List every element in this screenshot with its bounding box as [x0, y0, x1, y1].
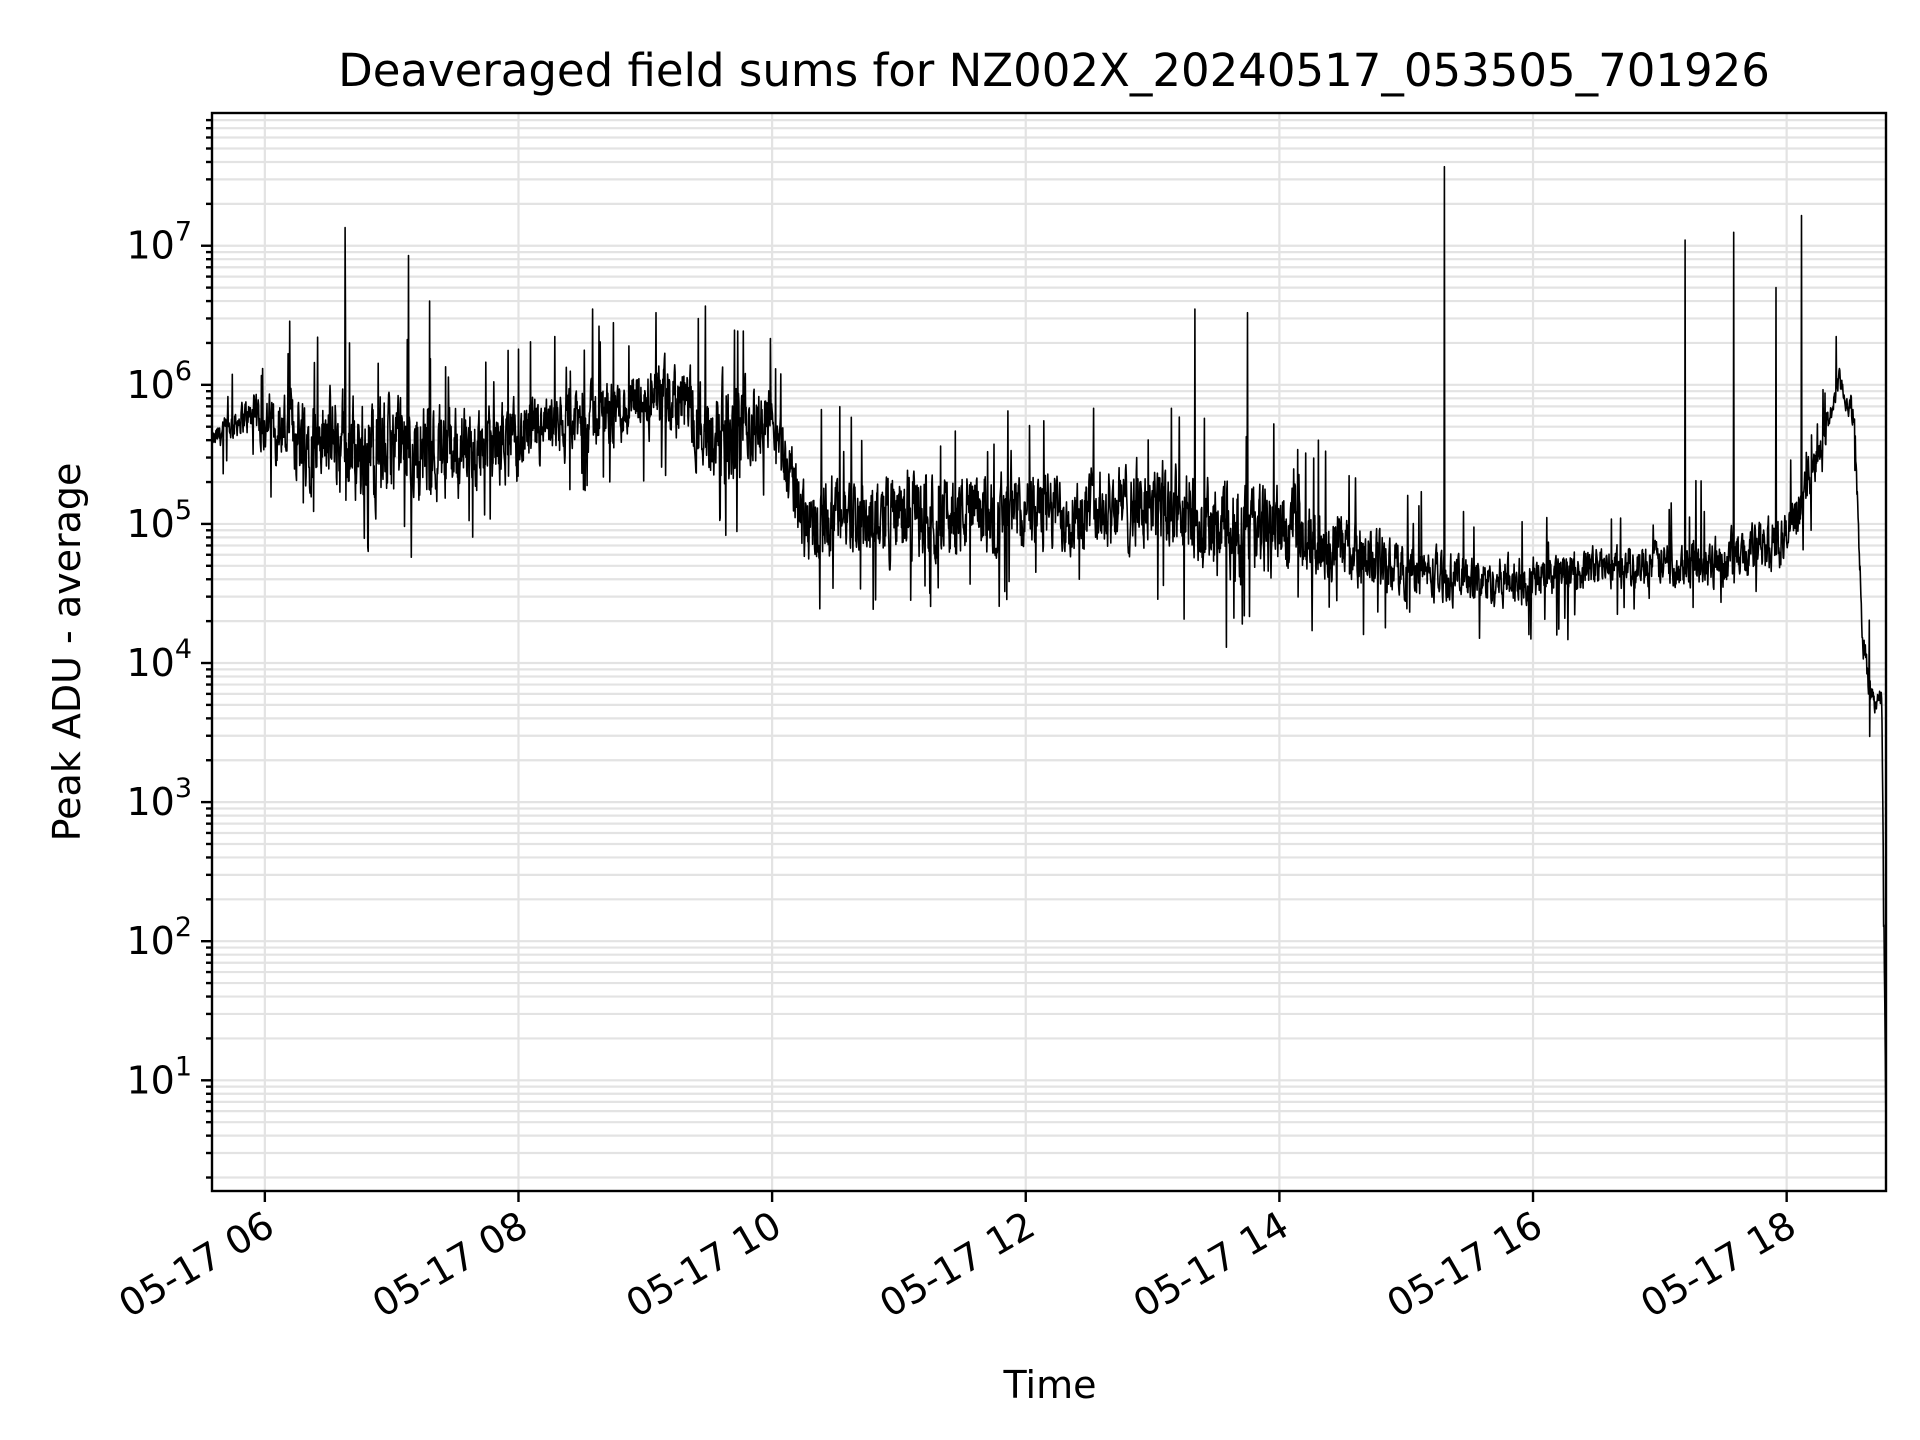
y-tick-label: 102 — [126, 912, 192, 963]
y-tick-label: 107 — [126, 217, 192, 268]
y-tick-base: 10 — [126, 1058, 174, 1102]
x-tick-labels: 05-17 06 05-17 08 05-17 10 05-17 12 05-17 14… — [111, 1203, 1803, 1327]
y-tick-exponent: 2 — [175, 912, 192, 943]
x-tick-label: 05-17 10 — [619, 1203, 789, 1327]
y-tick-label: 106 — [126, 356, 192, 407]
y-tick-base: 10 — [126, 363, 174, 407]
y-tick-exponent: 1 — [175, 1051, 192, 1082]
y-tick-base: 10 — [126, 224, 174, 268]
y-tick-exponent: 4 — [175, 634, 192, 665]
x-axis-label: Time — [1003, 1363, 1097, 1407]
chart-title: Deaveraged field sums for NZ002X_2024051… — [338, 44, 1770, 97]
x-tick-label: 05-17 12 — [872, 1203, 1042, 1327]
x-tick-label: 05-17 18 — [1633, 1203, 1803, 1327]
y-tick-label: 104 — [126, 634, 192, 685]
y-tick-base: 10 — [126, 780, 174, 824]
x-tick-label: 05-17 14 — [1126, 1203, 1296, 1327]
y-tick-label: 101 — [126, 1051, 192, 1102]
x-tick-label: 05-17 08 — [365, 1203, 535, 1327]
y-tick-base: 10 — [126, 502, 174, 546]
y-tick-label: 103 — [126, 773, 192, 824]
series-line — [211, 165, 1887, 1128]
y-tick-label: 105 — [126, 495, 192, 546]
x-tick-label: 05-17 16 — [1380, 1203, 1550, 1327]
y-tick-exponent: 3 — [175, 773, 192, 804]
grid — [212, 113, 1886, 1191]
y-tick-exponent: 7 — [175, 217, 192, 248]
plot-spine — [210, 111, 1888, 1193]
y-tick-exponent: 6 — [175, 356, 192, 387]
y-tick-base: 10 — [126, 641, 174, 685]
ticks — [201, 118, 1788, 1202]
y-tick-base: 10 — [126, 919, 174, 963]
y-axis-label: Peak ADU - average — [45, 463, 89, 842]
y-tick-exponent: 5 — [175, 495, 192, 526]
x-tick-label: 05-17 06 — [111, 1203, 281, 1327]
series-layer — [211, 165, 1887, 1128]
